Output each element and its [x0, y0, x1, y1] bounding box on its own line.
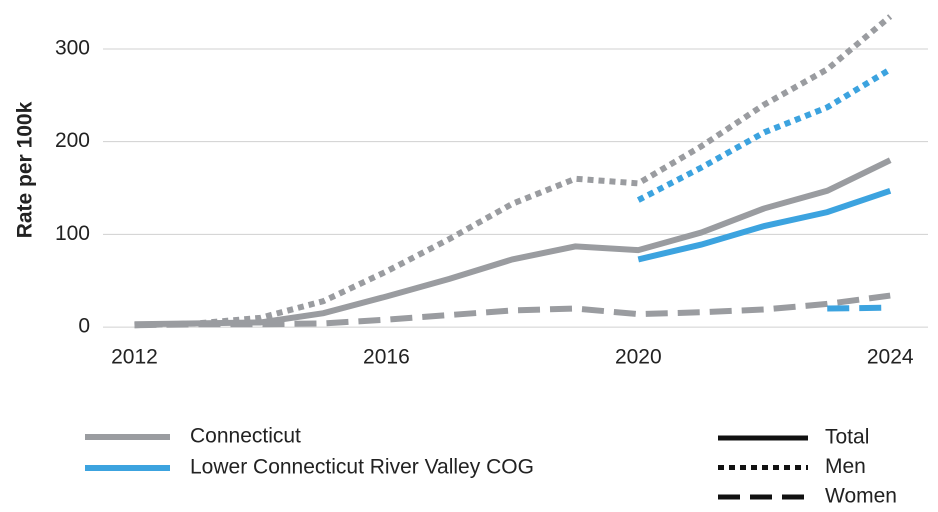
series-line	[827, 304, 891, 312]
y-tick-label: 300	[55, 36, 90, 59]
x-tick-label: 2012	[111, 346, 158, 369]
legend-label: Connecticut	[190, 425, 301, 448]
y-tick-label: 0	[78, 315, 90, 338]
legend-label: Women	[825, 485, 897, 508]
series-line	[134, 14, 893, 329]
legend-label: Lower Connecticut River Valley COG	[190, 456, 534, 479]
series-line	[636, 66, 892, 203]
y-tick-label: 200	[55, 129, 90, 152]
x-tick-label: 2016	[363, 346, 410, 369]
legend-label: Total	[825, 426, 869, 449]
x-tick-label: 2020	[615, 346, 662, 369]
y-axis-label: Rate per 100k	[14, 101, 37, 238]
series-line	[637, 187, 892, 263]
series-line	[134, 157, 892, 328]
y-tick-label: 100	[55, 222, 90, 245]
legend-label: Men	[825, 455, 866, 478]
x-tick-label: 2024	[867, 346, 914, 369]
